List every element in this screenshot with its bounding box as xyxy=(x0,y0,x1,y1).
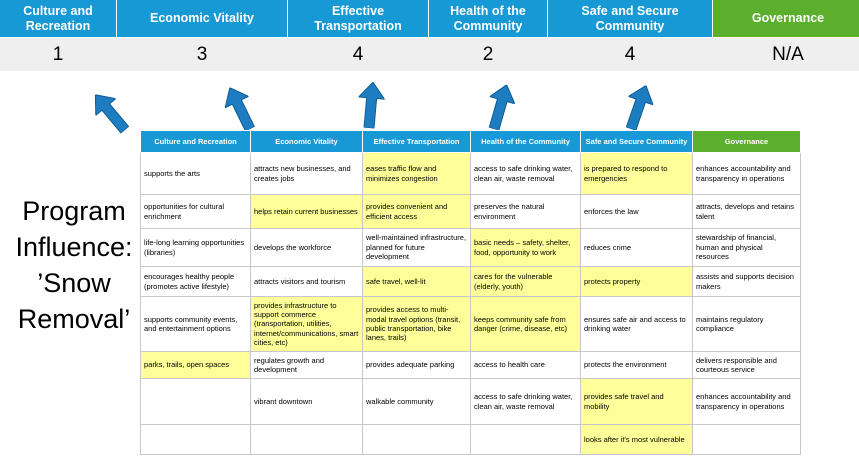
matrix-cell: enhances accountability and transparency… xyxy=(692,152,801,195)
matrix-cell xyxy=(140,424,251,455)
matrix-header-cell: Culture and Recreation xyxy=(140,130,251,153)
influence-matrix: Culture and Recreation Economic Vitality E… xyxy=(140,130,801,455)
score-economic-vitality: 3 xyxy=(196,43,208,65)
matrix-cell: safe travel, well-lit xyxy=(362,266,471,297)
matrix-cell: keeps community safe from danger (crime,… xyxy=(470,296,581,352)
up-arrow-icon xyxy=(482,81,520,132)
matrix-row: opportunities for cultural enrichment hel… xyxy=(140,194,801,229)
matrix-cell: supports the arts xyxy=(140,152,251,195)
score-governance: N/A xyxy=(772,43,804,65)
matrix-cell: protects the environment xyxy=(580,351,693,379)
matrix-header-row: Culture and Recreation Economic Vitality E… xyxy=(140,130,801,153)
matrix-cell: helps retain current businesses xyxy=(250,194,363,229)
matrix-cell: regulates growth and development xyxy=(250,351,363,379)
matrix-cell: attracts visitors and tourism xyxy=(250,266,363,297)
score-bar: 1 3 4 2 4 N/A xyxy=(0,38,859,71)
matrix-row: encourages healthy people (promotes acti… xyxy=(140,266,801,297)
matrix-cell: eases traffic flow and minimizes congest… xyxy=(362,152,471,195)
matrix-cell: access to safe drinking water, clean air… xyxy=(470,152,581,195)
score-effective-transportation: 4 xyxy=(352,43,364,65)
pillar-header-economic-vitality: Economic Vitality xyxy=(117,0,287,37)
matrix-cell: attracts, develops and retains talent xyxy=(692,194,801,229)
matrix-cell: provides infrastructure to support comme… xyxy=(250,296,363,352)
matrix-body: supports the arts attracts new businesses… xyxy=(140,152,801,455)
matrix-cell: basic needs – safety, shelter, food, opp… xyxy=(470,228,581,267)
matrix-row: supports community events, and entertain… xyxy=(140,296,801,352)
matrix-header-cell: Effective Transportation xyxy=(362,130,471,153)
matrix-cell: well-maintained infrastructure, planned … xyxy=(362,228,471,267)
matrix-row: life-long learning opportunities (librar… xyxy=(140,228,801,267)
matrix-header-cell: Safe and Secure Community xyxy=(580,130,693,153)
pillar-header-governance: Governance xyxy=(713,0,859,37)
up-arrow-icon xyxy=(356,81,386,129)
matrix-cell: parks, trails, open spaces xyxy=(140,351,251,379)
up-arrow-icon xyxy=(218,82,262,135)
matrix-cell: preserves the natural environment xyxy=(470,194,581,229)
matrix-header-cell: Economic Vitality xyxy=(250,130,363,153)
matrix-cell xyxy=(470,424,581,455)
score-health-of-the-community: 2 xyxy=(482,43,494,65)
score-culture-and-recreation: 1 xyxy=(52,43,64,65)
matrix-cell: access to safe drinking water, clean air… xyxy=(470,378,581,425)
matrix-cell: ensures safe air and access to drinking … xyxy=(580,296,693,352)
matrix-cell: provides access to multi-modal travel op… xyxy=(362,296,471,352)
matrix-cell: looks after it's most vulnerable xyxy=(580,424,693,455)
matrix-header-cell: Health of the Community xyxy=(470,130,581,153)
matrix-cell: enhances accountability and transparency… xyxy=(692,378,801,425)
matrix-row: supports the arts attracts new businesses… xyxy=(140,152,801,195)
matrix-cell: is prepared to respond to emergencies xyxy=(580,152,693,195)
matrix-cell: attracts new businesses, and creates job… xyxy=(250,152,363,195)
pillar-header-health-of-the-community: Health of the Community xyxy=(429,0,547,37)
matrix-cell xyxy=(140,378,251,425)
score-safe-and-secure-community: 4 xyxy=(624,43,636,65)
matrix-cell: maintains regulatory compliance xyxy=(692,296,801,352)
matrix-cell: cares for the vulnerable (elderly, youth… xyxy=(470,266,581,297)
matrix-cell xyxy=(692,424,801,455)
pillar-header-culture-and-recreation: Culture and Recreation xyxy=(0,0,116,37)
matrix-cell: life-long learning opportunities (librar… xyxy=(140,228,251,267)
matrix-cell: supports community events, and entertain… xyxy=(140,296,251,352)
up-arrow-icon xyxy=(85,86,134,138)
matrix-cell: protects property xyxy=(580,266,693,297)
matrix-cell: access to health care xyxy=(470,351,581,379)
pillar-header-effective-transportation: Effective Transportation xyxy=(288,0,428,37)
matrix-row: parks, trails, open spaces regulates grow… xyxy=(140,351,801,379)
pillar-header-bar: Culture and Recreation Economic Vitality… xyxy=(0,0,859,37)
matrix-cell: develops the workforce xyxy=(250,228,363,267)
matrix-cell: encourages healthy people (promotes acti… xyxy=(140,266,251,297)
matrix-row: vibrant downtown walkable community access… xyxy=(140,378,801,425)
program-title: Program Influence: ’Snow Removal’ xyxy=(15,196,133,334)
matrix-cell: enforces the law xyxy=(580,194,693,229)
matrix-cell: provides adequate parking xyxy=(362,351,471,379)
matrix-cell: assists and supports decision makers xyxy=(692,266,801,297)
matrix-cell: provides convenient and efficient access xyxy=(362,194,471,229)
matrix-cell: delivers responsible and courteous servi… xyxy=(692,351,801,379)
matrix-cell: stewardship of financial, human and phys… xyxy=(692,228,801,267)
matrix-cell: walkable community xyxy=(362,378,471,425)
matrix-cell: vibrant downtown xyxy=(250,378,363,425)
matrix-row: looks after it's most vulnerable xyxy=(140,424,801,455)
up-arrow-icon xyxy=(619,81,659,133)
matrix-cell xyxy=(250,424,363,455)
matrix-cell: reduces crime xyxy=(580,228,693,267)
pillar-header-safe-and-secure-community: Safe and Secure Community xyxy=(548,0,712,37)
matrix-header-cell: Governance xyxy=(692,130,801,153)
matrix-cell xyxy=(362,424,471,455)
matrix-cell: provides safe travel and mobility xyxy=(580,378,693,425)
matrix-cell: opportunities for cultural enrichment xyxy=(140,194,251,229)
